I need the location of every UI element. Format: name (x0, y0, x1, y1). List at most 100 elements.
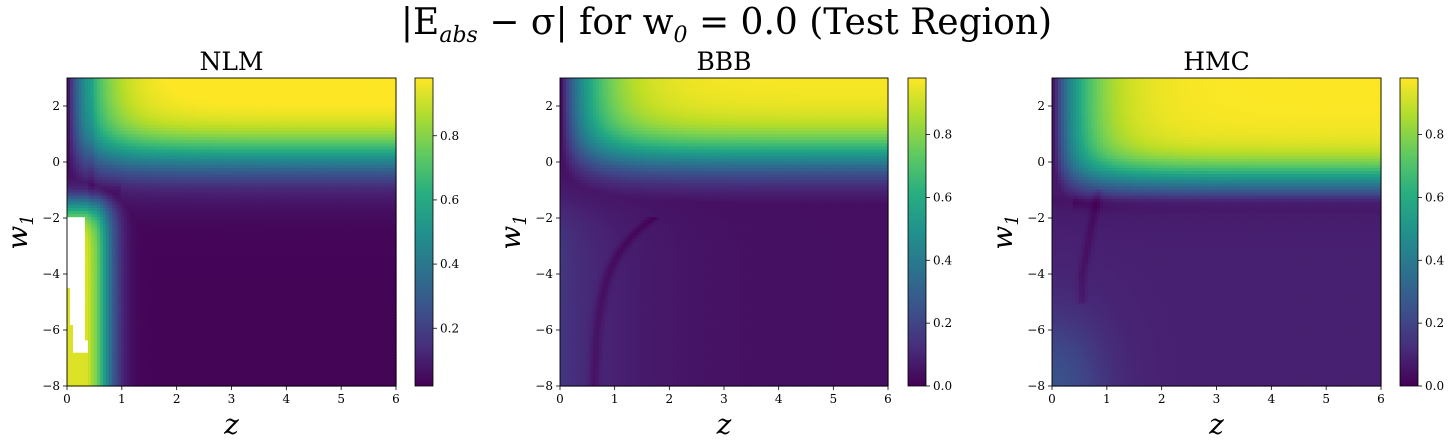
heatmap-cell (135, 339, 140, 344)
heatmap-cell (90, 256, 95, 261)
heatmap-cell (78, 213, 83, 218)
heatmap-cell (72, 188, 77, 193)
heatmap-cell (123, 133, 128, 138)
heatmap-cell (132, 90, 137, 94)
heatmap-cell (72, 278, 77, 282)
heatmap-cell (129, 111, 134, 116)
heatmap-cell (129, 139, 134, 144)
heatmap-cell (105, 361, 110, 366)
heatmap-cell (67, 244, 71, 248)
heatmap-cell (111, 342, 116, 347)
heatmap-cell (117, 145, 122, 150)
heatmap-cell (84, 142, 89, 147)
heatmap-cell (138, 114, 143, 119)
heatmap-cell (132, 191, 137, 196)
heatmap-cell (126, 250, 131, 255)
heatmap-cell (123, 330, 128, 335)
heatmap-cell (105, 127, 110, 131)
heatmap-cell (147, 333, 152, 338)
heatmap-cell (135, 145, 140, 150)
heatmap-cell (117, 253, 122, 258)
heatmap-cell (132, 164, 137, 168)
heatmap-cell (147, 318, 152, 322)
heatmap-cell (81, 235, 86, 239)
heatmap-cell (105, 151, 110, 156)
heatmap-cell (120, 127, 125, 131)
heatmap-cell (87, 355, 92, 359)
heatmap-cell (105, 170, 110, 175)
heatmap-cell (108, 78, 113, 82)
heatmap-cell (105, 309, 110, 313)
heatmap-cell (135, 238, 140, 242)
heatmap-cell (72, 96, 77, 101)
heatmap-cell (93, 284, 98, 289)
heatmap-cell (111, 191, 116, 196)
heatmap-cell (138, 188, 143, 193)
heatmap-cell (87, 302, 92, 307)
heatmap-cell (120, 330, 125, 335)
heatmap-cell (138, 370, 143, 375)
heatmap-cell (81, 207, 86, 212)
heatmap-cell (67, 330, 71, 335)
heatmap-cell (111, 182, 116, 187)
heatmap-cell (147, 305, 152, 310)
heatmap-cell (87, 373, 92, 378)
heatmap-cell (102, 161, 107, 165)
heatmap-cell (123, 105, 128, 110)
heatmap-cell (81, 99, 86, 104)
heatmap-cell (120, 352, 125, 356)
heatmap-cell (138, 241, 143, 245)
heatmap-cell (111, 315, 116, 319)
heatmap-cell (108, 293, 113, 298)
heatmap-cell (67, 253, 71, 258)
heatmap-cell (102, 93, 107, 98)
heatmap-cell (78, 296, 83, 301)
heatmap-cell (117, 373, 122, 378)
heatmap-cell (132, 185, 137, 190)
heatmap-cell (117, 81, 122, 85)
heatmap-cell (87, 315, 92, 319)
heatmap-cell (67, 318, 71, 322)
heatmap-cell (108, 284, 113, 289)
heatmap-cell (99, 191, 104, 196)
heatmap-cell (123, 268, 128, 273)
heatmap-cell (129, 195, 134, 199)
heatmap-cell (78, 290, 83, 295)
heatmap-cell (81, 90, 86, 94)
heatmap-cell (114, 265, 119, 270)
heatmap-cell (99, 167, 104, 171)
heatmap-cell (141, 370, 146, 375)
heatmap-cell (147, 382, 152, 387)
heatmap-cell (123, 185, 128, 190)
heatmap-cell (96, 118, 101, 122)
heatmap-cell (81, 127, 86, 131)
heatmap-cell (111, 330, 116, 335)
heatmap-cell (147, 78, 152, 82)
heatmap-cell (99, 262, 104, 267)
heatmap-cell (78, 247, 83, 252)
heatmap-cell (114, 253, 119, 258)
heatmap-cell (81, 142, 86, 147)
heatmap-cell (96, 182, 101, 187)
heatmap-cell (123, 232, 128, 236)
heatmap-cell (102, 213, 107, 218)
heatmap-cell (123, 222, 128, 227)
heatmap-cell (87, 256, 92, 261)
heatmap-cell (138, 235, 143, 239)
heatmap-cell (129, 93, 134, 98)
heatmap-cell (75, 287, 80, 292)
heatmap-cell (105, 114, 110, 119)
heatmap-cell (132, 222, 137, 227)
heatmap-cell (147, 170, 152, 175)
heatmap-cell (78, 173, 83, 178)
heatmap-cell (99, 330, 104, 335)
heatmap-cell (138, 124, 143, 128)
heatmap-cell (93, 324, 98, 329)
heatmap-cell (108, 207, 113, 212)
heatmap-cell (96, 361, 101, 366)
heatmap-cell (111, 198, 116, 202)
heatmap-cell (75, 136, 80, 141)
heatmap-cell (108, 262, 113, 267)
heatmap-cell (75, 81, 80, 85)
heatmap-cell (117, 315, 122, 319)
